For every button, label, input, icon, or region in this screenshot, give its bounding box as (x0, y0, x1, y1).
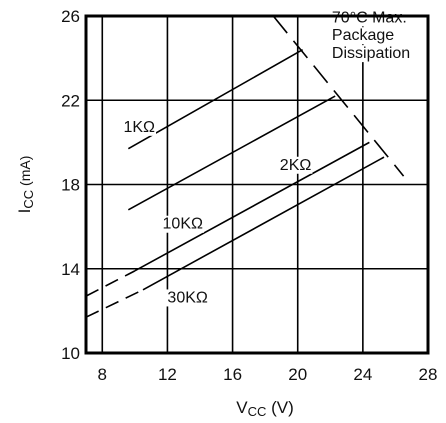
annotation-bg (122, 118, 157, 136)
x-tick-label: 12 (158, 365, 177, 384)
annotation-label: 10KΩ (163, 216, 203, 233)
y-tick-label: 18 (61, 176, 80, 195)
series-line-1KΩ (127, 49, 303, 150)
x-tick-label: 16 (223, 365, 242, 384)
y-tick-label: 14 (61, 260, 80, 279)
annotation-label: 30KΩ (167, 289, 207, 306)
x-axis-label-unit: (V) (266, 398, 293, 417)
y-tick-label: 26 (61, 7, 80, 26)
y-tick-label: 10 (61, 344, 80, 363)
annotation-bg (161, 215, 205, 233)
x-axis-label: VCC (V) (236, 398, 294, 419)
y-axis-label-sub: CC (21, 190, 36, 209)
x-axis-label-main: V (236, 398, 248, 417)
annotation-bg (278, 156, 313, 174)
annotation-label: Dissipation (332, 45, 410, 62)
plot-frame (84, 14, 430, 355)
x-tick-label: 8 (98, 365, 107, 384)
y-tick-label: 22 (61, 91, 80, 110)
annotation-label: 2KΩ (280, 157, 312, 174)
dissipation-line (272, 15, 405, 177)
y-axis-label-main: I (15, 209, 34, 214)
x-axis-label-sub: CC (248, 404, 267, 419)
annotation-bg (166, 289, 209, 307)
series-line-2KΩ (127, 95, 336, 211)
annotation-label: 70°C Max. (332, 9, 407, 26)
y-axis-label: ICC (mA) (15, 156, 36, 214)
series-line-30KΩ (142, 156, 385, 291)
y-axis-label-unit: (mA) (17, 156, 33, 190)
grid (86, 16, 428, 353)
series-layer (85, 15, 405, 318)
annotation-label: 1KΩ (123, 119, 155, 136)
annotation-bg (330, 45, 412, 63)
x-tick-label: 20 (288, 365, 307, 384)
annotation-bg (330, 27, 396, 45)
series-line-10KΩ (85, 270, 136, 297)
annotation-label: Package (332, 27, 394, 44)
x-tick-label: 28 (419, 365, 438, 384)
text-layer: 8 12 16 20 24 28 10 14 18 22 26 70°C Max.PackageDis… (15, 7, 437, 419)
series-line-10KΩ (134, 141, 370, 272)
series-line-30KΩ (85, 289, 144, 318)
x-tick-label: 24 (353, 365, 372, 384)
annotation-bg (330, 9, 408, 27)
